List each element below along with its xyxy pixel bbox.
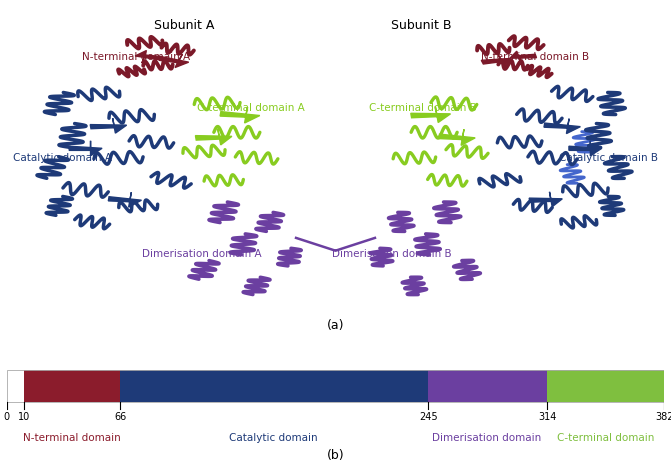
Text: N-terminal domain A: N-terminal domain A xyxy=(83,52,191,62)
Text: (b): (b) xyxy=(327,449,344,462)
Polygon shape xyxy=(439,129,475,145)
Polygon shape xyxy=(510,51,537,64)
Polygon shape xyxy=(90,118,127,133)
Text: (a): (a) xyxy=(327,319,344,332)
Text: Catalytic domain B: Catalytic domain B xyxy=(559,153,658,163)
Text: Dimerisation domain A: Dimerisation domain A xyxy=(142,249,261,259)
Text: N-terminal domain: N-terminal domain xyxy=(23,433,121,444)
Text: 314: 314 xyxy=(538,412,556,422)
Text: 245: 245 xyxy=(419,412,437,422)
Text: N-terminal domain B: N-terminal domain B xyxy=(480,52,588,62)
Polygon shape xyxy=(411,106,450,123)
Text: C-terminal domain B: C-terminal domain B xyxy=(369,103,477,113)
Bar xyxy=(548,370,664,402)
Polygon shape xyxy=(135,50,162,63)
Text: Subunit A: Subunit A xyxy=(154,19,215,31)
Polygon shape xyxy=(159,54,189,68)
Polygon shape xyxy=(481,53,511,66)
Polygon shape xyxy=(195,129,232,145)
Bar xyxy=(429,370,548,402)
Text: Dimerisation domain: Dimerisation domain xyxy=(432,433,541,444)
Polygon shape xyxy=(544,119,580,134)
Text: Subunit B: Subunit B xyxy=(391,19,451,31)
Text: Catalytic domain A: Catalytic domain A xyxy=(13,153,112,163)
Polygon shape xyxy=(529,192,562,207)
Text: Dimerisation domain B: Dimerisation domain B xyxy=(332,249,452,259)
Text: C-terminal domain: C-terminal domain xyxy=(557,433,654,444)
Text: C-terminal domain A: C-terminal domain A xyxy=(197,103,305,113)
Polygon shape xyxy=(108,192,142,207)
Text: 66: 66 xyxy=(114,412,126,422)
Polygon shape xyxy=(220,107,260,123)
Bar xyxy=(7,370,664,402)
Text: 382: 382 xyxy=(655,412,671,422)
Polygon shape xyxy=(69,141,102,156)
Bar xyxy=(120,370,429,402)
Polygon shape xyxy=(569,141,602,156)
Text: 10: 10 xyxy=(18,412,30,422)
Text: 0: 0 xyxy=(3,412,10,422)
Bar xyxy=(24,370,120,402)
Text: Catalytic domain: Catalytic domain xyxy=(229,433,318,444)
Bar xyxy=(7,370,24,402)
